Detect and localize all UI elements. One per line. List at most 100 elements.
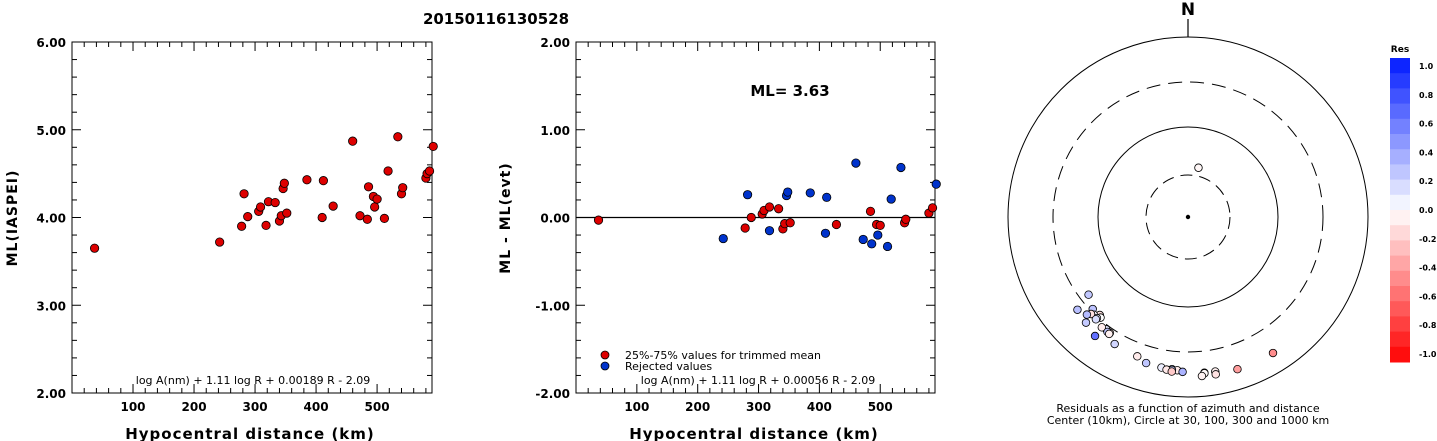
rejected-residual-point (896, 162, 906, 173)
magnitude-point (379, 213, 390, 223)
accepted-residual-point (785, 218, 795, 228)
magnitude-panel: 100 200 300 400 500 2.00 3.00 4.00 5.00 6.00 Hypo… (5, 36, 438, 441)
magnitude-points (89, 132, 438, 253)
magnitude-point (398, 183, 408, 193)
colorbar-cell (1390, 179, 1410, 196)
station-residual-point (1133, 352, 1142, 361)
magnitude-point (243, 212, 253, 222)
colorbar-label: -0.4 (1419, 264, 1437, 273)
rejected-residual-point (867, 239, 877, 249)
magnitude-point (255, 202, 266, 212)
magnitude-point (317, 212, 327, 223)
magnitude-point (370, 202, 380, 212)
x-tick-label: 300 (746, 400, 771, 414)
station-residual-point (1211, 370, 1220, 379)
magnitude-point (424, 166, 435, 176)
y-tick-label: 4.00 (36, 212, 66, 226)
colorbar-cell (1390, 103, 1410, 120)
magnitude-point (239, 189, 249, 199)
magnitude-x-axis-label: Hypocentral distance (km) (125, 425, 375, 441)
event-id-title: 20150116130528 (423, 10, 569, 28)
legend-rejected-label: Rejected values (625, 360, 712, 373)
ring-300km (1052, 81, 1324, 353)
rejected-residual-point (820, 228, 831, 238)
rejected-residual-point (851, 158, 861, 168)
north-label: N (1181, 0, 1195, 20)
colorbar-title: Res (1391, 45, 1409, 55)
magnitude-point (383, 166, 393, 176)
colorbar-label: -1.0 (1419, 350, 1437, 359)
rejected-residual-point (873, 230, 883, 240)
accepted-residual-point (831, 219, 842, 230)
magnitude-point (318, 176, 328, 186)
y-tick-label: 2.00 (36, 387, 66, 401)
colorbar-cell (1390, 118, 1410, 135)
accepted-residual-point (927, 203, 938, 213)
ring-1000km (1007, 36, 1369, 398)
colorbar-labels: 1.0 0.8 0.6 0.4 0.2 0.0 -0.2 -0.4 -0.6 -0.8 -1.0 (1419, 62, 1437, 359)
azimuth-panel: N Residuals as a function of azimuth and… (1007, 0, 1369, 427)
colorbar-label: -0.6 (1419, 292, 1437, 301)
colorbar-cell (1390, 88, 1410, 105)
station-residual-point (1197, 371, 1207, 381)
rejected-residual-point (805, 188, 815, 198)
colorbar-label: 0.0 (1419, 206, 1434, 215)
colorbar-cells (1390, 58, 1410, 363)
colorbar-label: -0.2 (1419, 235, 1437, 244)
accepted-residual-point (764, 202, 775, 212)
rejected-residual-point (764, 226, 775, 236)
x-tick-label: 100 (624, 400, 649, 414)
magnitude-point (270, 197, 280, 208)
magnitude-point (279, 178, 289, 188)
magnitude-formula: log A(nm) + 1.11 log R + 0.00189 R - 2.0… (136, 374, 370, 387)
station-residual-point (1141, 358, 1151, 368)
colorbar-cell (1390, 270, 1410, 287)
rejected-residual-point (886, 194, 896, 204)
accepted-residual-point (875, 220, 885, 230)
station-residual-point (1082, 310, 1092, 319)
x-tick-label: 400 (304, 400, 329, 414)
colorbar-cell (1390, 346, 1410, 363)
x-tick-label: 500 (365, 400, 390, 414)
magnitude-point (363, 182, 374, 192)
colorbar-cell (1390, 210, 1410, 226)
accepted-residual-point (593, 215, 604, 225)
x-tick-label: 500 (868, 400, 893, 414)
station-residual-point (1090, 331, 1100, 341)
colorbar-cell (1390, 73, 1410, 89)
azimuth-points (1073, 163, 1278, 381)
accepted-residual-point (865, 206, 876, 216)
residual-colorbar: Res 1.0 0.8 0.6 0.4 0.2 0.0 -0.2 -0.4 -0.6 -0.8 -1… (1390, 45, 1437, 363)
rejected-residual-point (931, 179, 941, 189)
azimuth-caption-line1: Residuals as a function of azimuth and d… (1056, 402, 1319, 415)
legend-accepted-marker (600, 350, 610, 360)
y-tick-label: 2.00 (540, 36, 570, 50)
y-tick-label: -1.00 (535, 299, 570, 313)
y-tick-label: 6.00 (36, 36, 66, 50)
residual-axis-ticks: 100 200 300 400 500 -2.00 -1.00 0.00 1.00 2.00 (535, 36, 935, 414)
magnitude-point (355, 211, 365, 221)
rejected-residual-point (718, 233, 728, 244)
rejected-residual-point (822, 192, 832, 202)
rejected-residual-point (783, 187, 793, 197)
epicenter-dot (1185, 214, 1191, 220)
accepted-residual-point (746, 212, 756, 223)
colorbar-cell (1390, 149, 1410, 165)
magnitude-point (362, 214, 372, 224)
colorbar-cell (1390, 225, 1410, 241)
colorbar-cell (1390, 164, 1410, 181)
magnitude-point (428, 141, 438, 152)
colorbar-label: 1.0 (1419, 62, 1434, 71)
colorbar-cell (1390, 58, 1410, 74)
colorbar-label: -0.8 (1419, 321, 1437, 330)
x-tick-label: 100 (120, 400, 145, 414)
colorbar-cell (1390, 194, 1410, 211)
colorbar-cell (1390, 255, 1410, 272)
magnitude-point (237, 221, 247, 231)
x-tick-label: 200 (182, 400, 207, 414)
colorbar-label: 0.8 (1419, 91, 1434, 100)
accepted-residual-point (901, 214, 911, 224)
magnitude-point (302, 175, 312, 185)
magnitude-point (393, 132, 403, 142)
